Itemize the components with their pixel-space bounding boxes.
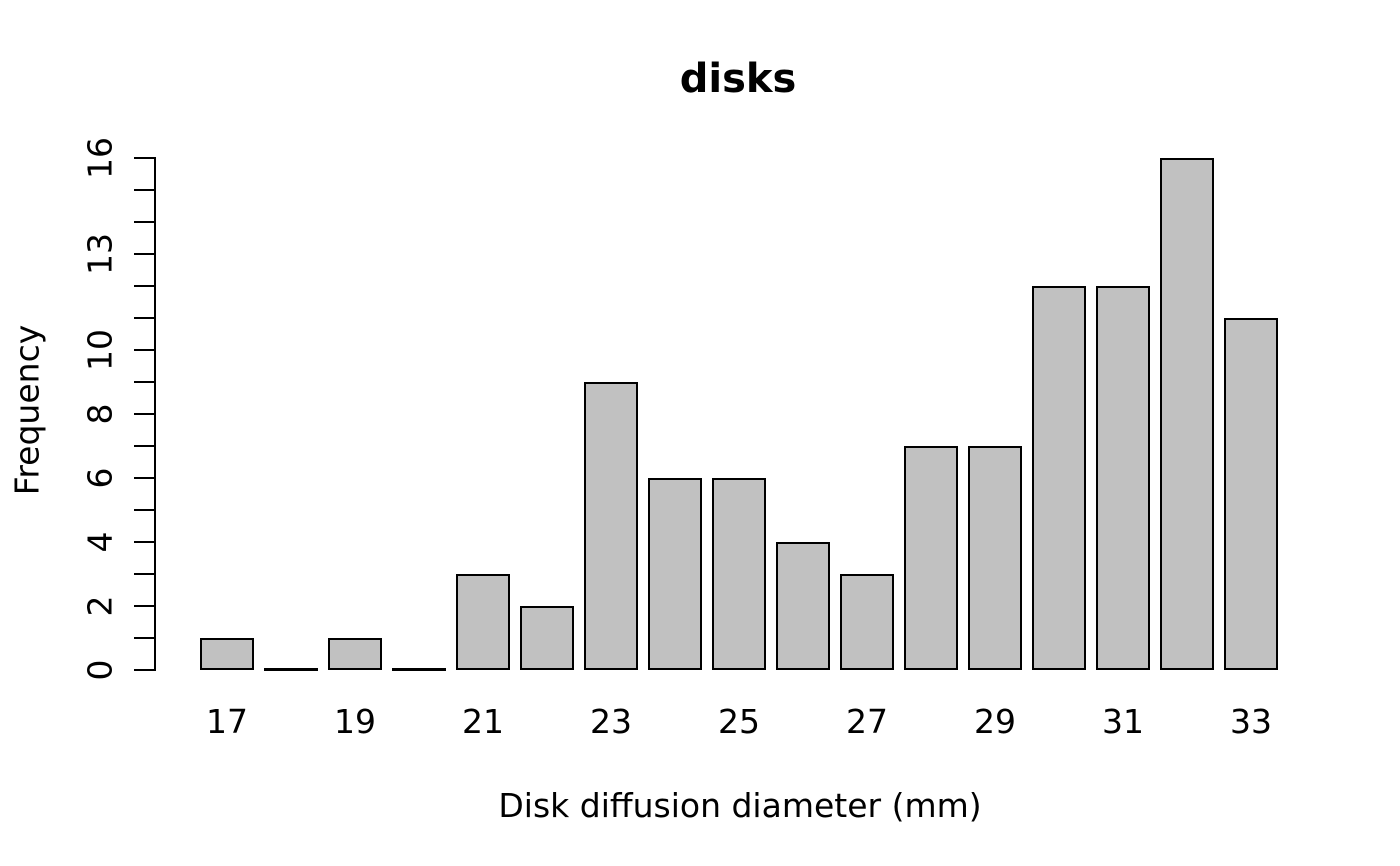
y-axis-tick xyxy=(134,189,154,191)
y-axis-tick xyxy=(134,637,154,639)
y-axis-tick xyxy=(134,349,154,351)
x-tick-label: 31 xyxy=(1102,702,1144,741)
y-tick-label: 6 xyxy=(80,467,120,489)
bar xyxy=(1160,158,1214,670)
x-tick-label: 25 xyxy=(718,702,760,741)
y-tick-label: 8 xyxy=(80,403,120,425)
y-tick-label: 0 xyxy=(80,659,120,681)
bar xyxy=(328,638,382,670)
bar xyxy=(968,446,1022,670)
x-tick-label: 33 xyxy=(1230,702,1272,741)
bar xyxy=(520,606,574,670)
bar xyxy=(712,478,766,670)
y-axis-title: Frequency xyxy=(7,324,47,496)
y-axis-line xyxy=(154,157,156,671)
y-axis-tick xyxy=(134,157,154,159)
bar xyxy=(648,478,702,670)
y-tick-label: 13 xyxy=(80,233,120,275)
y-axis-tick xyxy=(134,477,154,479)
y-axis-tick xyxy=(134,253,154,255)
y-axis-tick xyxy=(134,445,154,447)
y-tick-label: 2 xyxy=(80,595,120,617)
chart-title: disks xyxy=(679,56,797,102)
bar xyxy=(456,574,510,670)
x-tick-label: 27 xyxy=(846,702,888,741)
zero-height-bar xyxy=(392,668,446,671)
y-axis-tick xyxy=(134,285,154,287)
x-tick-label: 19 xyxy=(334,702,376,741)
x-tick-label: 29 xyxy=(974,702,1016,741)
bar xyxy=(200,638,254,670)
x-axis-title: Disk diffusion diameter (mm) xyxy=(498,786,982,825)
y-tick-label: 16 xyxy=(80,137,120,179)
y-axis-tick xyxy=(134,317,154,319)
y-axis-tick xyxy=(134,541,154,543)
y-axis-tick xyxy=(134,605,154,607)
bar xyxy=(904,446,958,670)
y-tick-label: 4 xyxy=(80,531,120,553)
x-tick-label: 17 xyxy=(206,702,248,741)
y-axis-tick xyxy=(134,669,154,671)
y-axis-tick xyxy=(134,221,154,223)
y-axis-tick xyxy=(134,509,154,511)
y-axis-tick xyxy=(134,413,154,415)
x-tick-label: 21 xyxy=(462,702,504,741)
zero-height-bar xyxy=(264,668,318,671)
bar xyxy=(776,542,830,670)
y-tick-label: 10 xyxy=(80,329,120,371)
bar xyxy=(1096,286,1150,670)
bar xyxy=(1224,318,1278,670)
y-axis-tick xyxy=(134,573,154,575)
bar xyxy=(1032,286,1086,670)
y-axis-tick xyxy=(134,381,154,383)
x-tick-label: 23 xyxy=(590,702,632,741)
bar xyxy=(840,574,894,670)
bar xyxy=(584,382,638,670)
